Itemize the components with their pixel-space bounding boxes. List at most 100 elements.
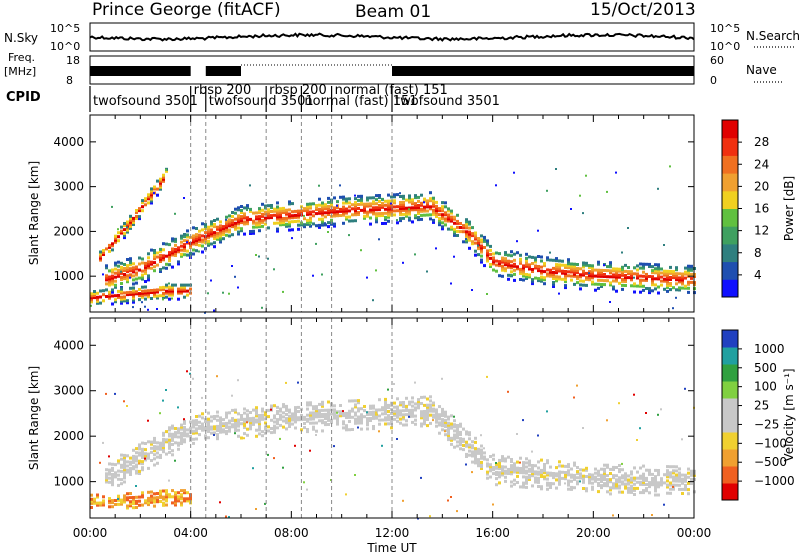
scatter-cell [336, 420, 339, 424]
scatter-cell [429, 399, 432, 403]
noise-cell [318, 184, 320, 187]
scatter-cell [180, 440, 183, 443]
scatter-cell [438, 213, 441, 217]
scatter-cell [111, 278, 114, 282]
scatter-cell [108, 269, 111, 273]
scatter-cell [339, 412, 342, 416]
scatter-cell [489, 252, 492, 256]
scatter-cell [132, 262, 135, 266]
scatter-cell [540, 279, 543, 283]
scatter-cell [510, 466, 513, 470]
scatter-cell [591, 272, 594, 276]
scatter-cell [600, 480, 603, 483]
scatter-cell [171, 449, 174, 453]
scatter-cell [327, 205, 330, 208]
scatter-cell [180, 287, 183, 291]
scatter-cell [477, 458, 480, 462]
scatter-cell [522, 268, 525, 272]
scatter-cell [264, 425, 267, 429]
noise-cell [231, 394, 233, 397]
scatter-cell [219, 238, 222, 242]
scatter-cell [384, 199, 387, 203]
scatter-cell [135, 457, 138, 461]
scatter-cell [369, 222, 372, 226]
scatter-cell [174, 433, 177, 437]
scatter-cell [513, 470, 516, 474]
scatter-cell [648, 262, 651, 266]
scatter-cell [318, 197, 321, 201]
scatter-cell [192, 248, 195, 252]
freq-block [205, 66, 241, 76]
scatter-cell [363, 216, 366, 220]
scatter-cell [528, 459, 531, 463]
scatter-cell [159, 249, 162, 253]
noise-cell [330, 479, 332, 481]
scatter-cell [126, 299, 129, 303]
scatter-cell [393, 201, 396, 205]
scatter-cell [423, 416, 426, 420]
scatter-cell [177, 260, 180, 264]
scatter-cell [561, 269, 564, 273]
scatter-cell [609, 492, 612, 496]
freq-block [90, 66, 191, 76]
scatter-cell [612, 468, 615, 471]
scatter-cell [360, 202, 363, 206]
scatter-cell [525, 479, 528, 483]
scatter-cell [153, 185, 156, 189]
scatter-cell [201, 244, 204, 248]
cpid-segment-label: twofsound 3501 [209, 94, 314, 109]
scatter-cell [549, 482, 552, 485]
scatter-cell [543, 475, 546, 479]
scatter-cell [492, 468, 495, 472]
scatter-cell [672, 274, 675, 278]
scatter-cell [192, 437, 195, 441]
scatter-cell [648, 291, 651, 295]
scatter-cell [636, 480, 639, 484]
scatter-cell [672, 475, 675, 479]
scatter-cell [165, 254, 168, 258]
scatter-cell [165, 497, 168, 501]
scatter-cell [465, 432, 468, 436]
scatter-cell [651, 289, 654, 293]
scatter-cell [399, 409, 402, 413]
noise-cell [633, 393, 635, 396]
scatter-cell [549, 465, 552, 469]
scatter-cell [138, 443, 141, 447]
scatter-cell [480, 460, 483, 464]
scatter-cell [567, 274, 570, 278]
scatter-cell [681, 479, 684, 483]
scatter-cell [567, 481, 570, 485]
scatter-cell [144, 261, 147, 265]
scatter-cell [420, 402, 423, 405]
cpid-segment-label: rbsp 200 [269, 83, 327, 98]
scatter-cell [480, 246, 483, 250]
scatter-cell [165, 491, 168, 495]
scatter-cell [246, 415, 249, 419]
scatter-cell [567, 479, 570, 483]
scatter-cell [456, 213, 459, 217]
scatter-cell [378, 214, 381, 218]
scatter-cell [261, 224, 264, 228]
scatter-cell [258, 420, 261, 424]
scatter-cell [345, 211, 348, 215]
scatter-cell [624, 482, 627, 486]
scatter-cell [186, 233, 189, 237]
scatter-cell [108, 472, 111, 476]
scatter-cell [465, 222, 468, 226]
scatter-cell [99, 295, 102, 299]
scatter-cell [219, 416, 222, 420]
scatter-cell [429, 205, 432, 209]
scatter-cell [294, 426, 297, 430]
scatter-cell [408, 218, 411, 222]
scatter-cell [666, 483, 669, 487]
scatter-cell [504, 465, 507, 469]
y-tick-label: 4000 [53, 338, 84, 352]
scatter-cell [531, 262, 534, 265]
scatter-cell [639, 284, 642, 288]
scatter-cell [438, 421, 441, 425]
scatter-cell [141, 261, 144, 265]
scatter-cell [678, 280, 681, 284]
scatter-cell [543, 270, 546, 274]
scatter-cell [681, 492, 684, 495]
